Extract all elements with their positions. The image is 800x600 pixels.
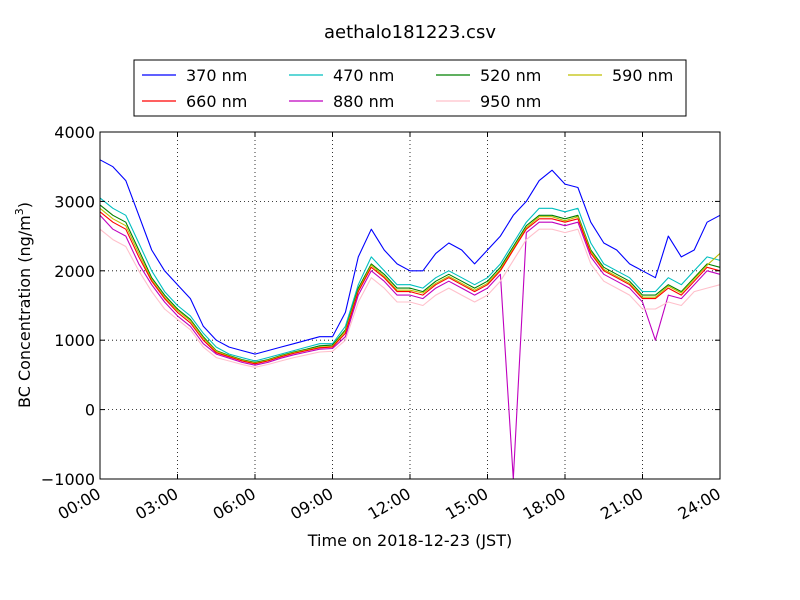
y-tick-label: 0 xyxy=(85,401,95,420)
chart-title: aethalo181223.csv xyxy=(324,22,496,43)
series-line-470-nm xyxy=(99,197,721,362)
legend-label: 470 nm xyxy=(333,66,394,85)
series-line-370-nm xyxy=(99,159,721,355)
series-line-590-nm xyxy=(99,207,721,364)
plot-series xyxy=(99,159,721,480)
legend-label: 880 nm xyxy=(333,92,394,111)
y-axis-label-close: ) xyxy=(15,202,34,208)
series-line-880-nm xyxy=(99,214,721,480)
y-tick-label: 3000 xyxy=(54,192,95,211)
y-axis-label: BC Concentration (ng/m3) xyxy=(13,202,34,408)
y-axis-label-main: BC Concentration (ng/m xyxy=(15,215,34,408)
legend-label: 590 nm xyxy=(612,66,673,85)
legend: 370 nm 470 nm 520 nm 590 nm 660 nm 880 nm 950 … xyxy=(133,59,687,117)
y-tick-label: 1000 xyxy=(54,331,95,350)
series-line-660-nm xyxy=(99,211,721,365)
x-axis-label: Time on 2018-12-23 (JST) xyxy=(307,531,512,550)
y-axis-label-superscript: 3 xyxy=(13,208,26,215)
y-tick-label: 4000 xyxy=(54,123,95,142)
y-axis-ticks: −1000 0 1000 2000 3000 4000 xyxy=(41,123,720,489)
legend-label: 660 nm xyxy=(186,92,247,111)
legend-label: 950 nm xyxy=(480,92,541,111)
series-line-520-nm xyxy=(99,204,721,363)
y-tick-label: 2000 xyxy=(54,262,95,281)
y-tick-label: −1000 xyxy=(41,470,95,489)
legend-box xyxy=(133,59,687,117)
series-line-950-nm xyxy=(99,228,721,368)
legend-label: 520 nm xyxy=(480,66,541,85)
legend-label: 370 nm xyxy=(186,66,247,85)
